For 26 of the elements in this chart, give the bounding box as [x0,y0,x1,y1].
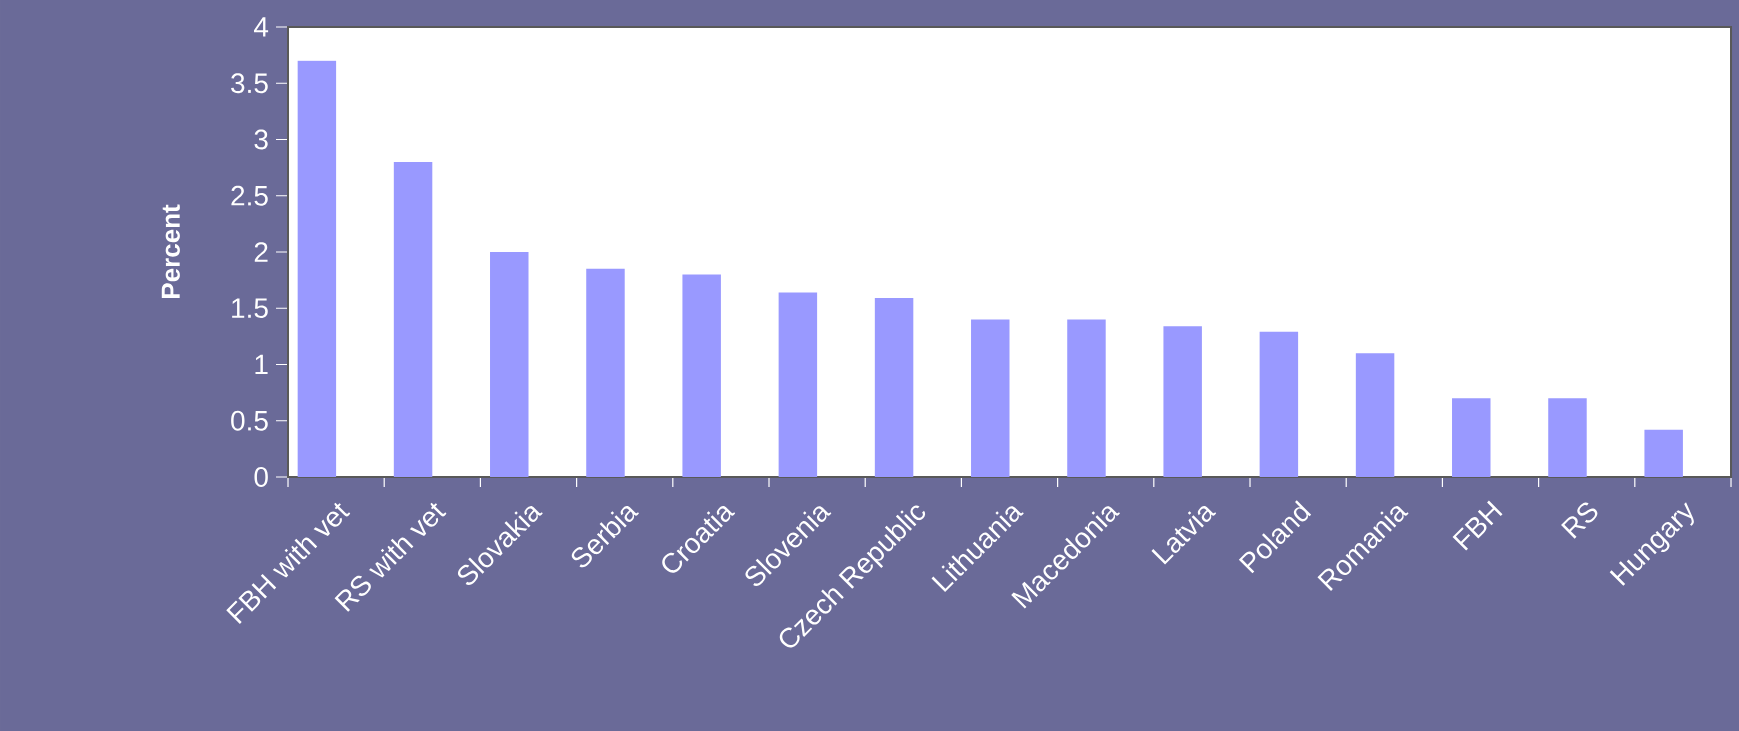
y-tick-label: 0 [254,467,268,487]
bar [971,319,1010,477]
bar [1452,398,1491,477]
y-tick-label: 0.5 [231,410,268,431]
bar [1355,353,1395,477]
bar [393,161,433,477]
bar [682,274,721,477]
bar [874,298,914,477]
y-tick-label: 3 [254,129,268,150]
y-tick-label: 2.5 [231,185,268,206]
y-tick-label: 4 [254,17,269,37]
x-tick-label: RS [1561,502,1598,539]
bar [1067,319,1106,477]
bar [1163,326,1202,477]
bar [586,268,625,477]
y-axis-title: Percent [161,204,180,298]
bar [1259,331,1299,477]
bar [490,251,529,477]
bar [778,292,818,477]
bar [1548,398,1587,477]
y-tick-label: 1.5 [232,298,268,319]
bar [297,60,337,477]
y-tick-label: 1 [255,354,268,375]
y-tick-label: 3.5 [231,73,268,94]
y-tick-label: 2 [254,242,268,262]
bar [1644,429,1683,477]
